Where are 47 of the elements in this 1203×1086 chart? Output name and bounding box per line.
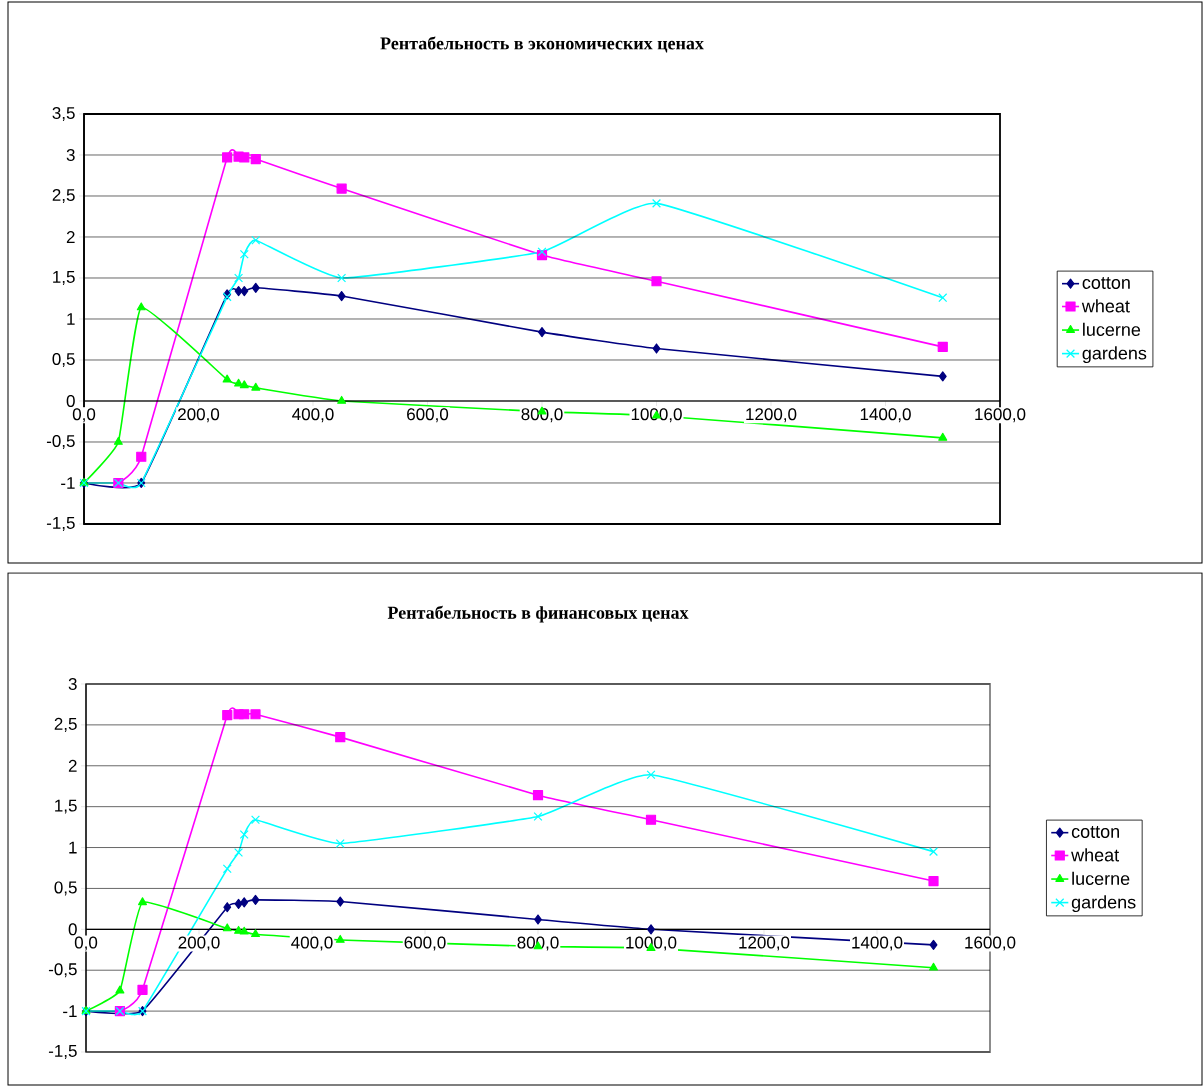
y-tick-label: 2,5 [54,717,77,732]
legend-label: cotton [1082,277,1130,289]
x-tick-label: 1400,0 [852,936,903,951]
x-tick-label: 1000,0 [631,408,682,423]
y-tick-label: 0 [68,923,77,936]
y-tick-label: 3,5 [52,106,75,122]
y-tick-label: 0 [66,394,75,408]
legend-label: cotton [1071,826,1119,838]
x-tick-label: 0,0 [72,408,96,423]
x-tick-label: 1600,0 [965,936,1016,951]
x-tick-label: 400,0 [291,936,333,951]
legend-label: gardens [1071,895,1136,913]
y-tick-label: 3 [68,677,77,691]
y-tick-label: -1,5 [46,517,75,531]
y-tick-label: -0,5 [46,434,75,450]
x-tick-label: 600,0 [404,936,446,951]
y-tick-label: 2,5 [52,188,75,204]
y-tick-label: 2 [68,759,77,772]
y-tick-label: 2 [66,231,75,243]
y-tick-label: 1 [69,841,77,854]
legend-label: wheat [1081,299,1130,313]
y-tick-label: 0,5 [54,881,77,896]
x-tick-label: 1200,0 [739,936,790,951]
y-tick-label: 1,5 [53,271,75,285]
x-tick-label: 1400,0 [860,408,911,423]
x-tick-label: 1200,0 [746,408,797,423]
legend-label: gardens [1082,346,1147,364]
legend-label: lucerne [1083,322,1141,336]
chart-title: Рентабельность в экономических ценах [380,36,704,53]
y-tick-label: 1,5 [55,799,77,814]
x-tick-label: 1000,0 [626,936,677,951]
y-tick-label: -1 [61,477,75,489]
legend-label: lucerne [1072,871,1130,885]
y-tick-label: -1 [63,1005,77,1017]
y-tick-label: 1 [67,313,75,325]
x-tick-label: 600,0 [407,408,449,423]
y-tick-label: 0,5 [52,352,75,368]
y-tick-label: -1,5 [48,1045,77,1059]
legend-label: wheat [1071,848,1120,862]
x-tick-label: 1600,0 [975,408,1026,423]
x-tick-label: 200,0 [178,936,220,951]
x-tick-label: 0,0 [74,936,98,951]
y-tick-label: 3 [66,148,75,162]
x-tick-label: 400,0 [292,408,334,423]
y-tick-label: -0,5 [48,963,77,978]
chart-title: Рентабельность в финансовых ценах [387,605,689,623]
x-tick-label: 200,0 [178,408,220,423]
